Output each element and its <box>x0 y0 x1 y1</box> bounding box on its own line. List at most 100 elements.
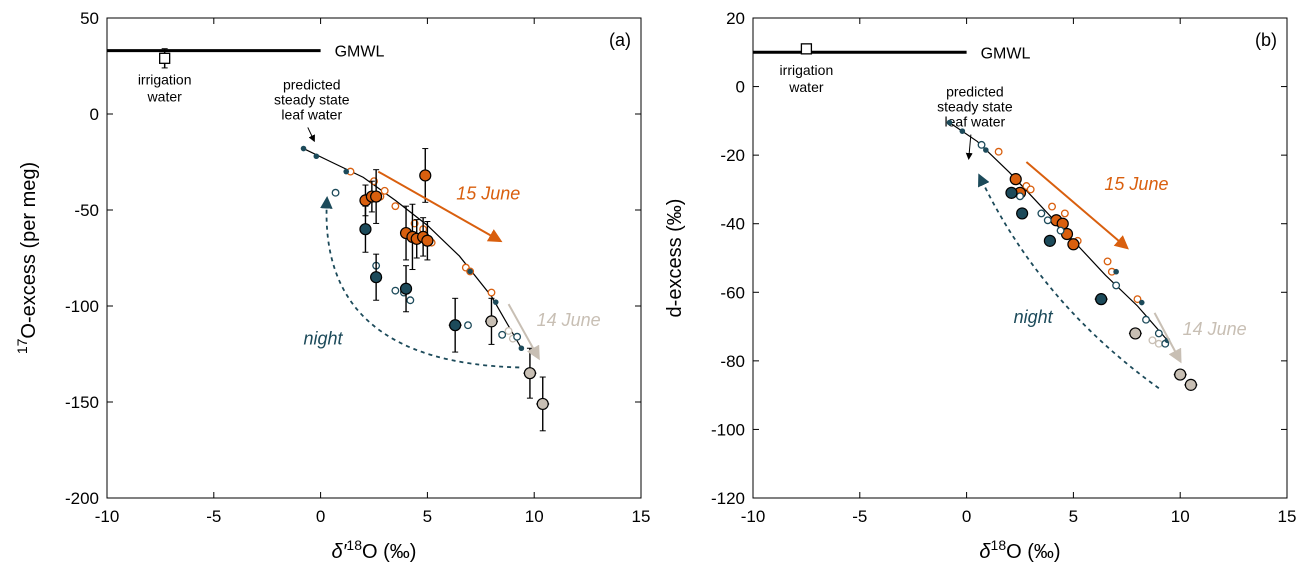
point-small <box>504 327 513 335</box>
model-point <box>946 119 953 126</box>
y-tick-label: 0 <box>736 78 745 97</box>
model-point <box>959 128 966 134</box>
y-axis-label: d-excess (‰) <box>664 199 686 318</box>
y-tick-label: -150 <box>65 393 99 412</box>
x-tick-label: -5 <box>206 507 221 526</box>
series-label-night: night <box>304 328 344 348</box>
steady-state-arrow <box>307 127 315 143</box>
panel-b: -10 -5 0 5 10 15 -120 -100 -80 -60 -40 -20 0 20 δ18O (… <box>664 9 1296 563</box>
y-tick-label: 20 <box>726 9 745 28</box>
model-point <box>1138 299 1145 306</box>
x-tick-label: 15 <box>1278 507 1297 526</box>
gmwl-label: GMWL <box>981 45 1031 62</box>
x-tick-label: 0 <box>962 507 971 526</box>
y-tick-label: -100 <box>65 297 99 316</box>
irrigation-label: water <box>147 88 183 104</box>
point-large <box>370 190 383 203</box>
irrigation-label: irrigation <box>780 62 834 78</box>
model-point <box>492 299 499 305</box>
model-point <box>1113 268 1119 275</box>
point-small <box>464 321 472 330</box>
point-small <box>1142 315 1150 324</box>
point-small <box>498 330 507 339</box>
y-tick-label: -200 <box>65 489 99 508</box>
x-tick-label: 5 <box>423 507 432 526</box>
model-point <box>467 268 473 275</box>
point-small <box>1026 185 1035 194</box>
point-small <box>406 296 415 305</box>
point-small <box>1154 339 1163 348</box>
panel-label: (b) <box>1255 30 1277 50</box>
model-point <box>313 153 320 160</box>
y-tick-label: -20 <box>720 146 745 165</box>
point-large <box>536 397 549 411</box>
y-tick-label: -100 <box>711 420 745 439</box>
point-small <box>1056 226 1065 235</box>
point-large <box>419 169 432 182</box>
point-large <box>359 223 372 236</box>
june15-arrow <box>1025 161 1129 250</box>
point-large <box>370 271 383 284</box>
plot-frame <box>752 17 1288 499</box>
point-small <box>513 332 522 341</box>
point-small <box>1148 336 1157 345</box>
point-large <box>1016 207 1029 220</box>
point-small <box>380 186 389 195</box>
steady-state-label: predicted <box>946 84 1004 100</box>
june15-arrow <box>377 170 503 243</box>
x-tick-label: -10 <box>95 507 120 526</box>
steady-state-label: predicted <box>283 76 341 92</box>
x-axis-label: δ′18O (‰) <box>332 537 417 563</box>
y-tick-label: -60 <box>720 283 745 302</box>
x-axis-label: δ18O (‰) <box>979 537 1060 563</box>
y-tick-label: 0 <box>90 105 99 124</box>
point-small <box>1060 209 1069 218</box>
series-label-14june: 14 June <box>1183 319 1247 339</box>
model-point <box>983 147 989 153</box>
point-small <box>1043 216 1052 225</box>
x-tick-label: 10 <box>1171 507 1190 526</box>
point-small <box>487 288 496 297</box>
night-arrow <box>978 173 1160 390</box>
june14-arrow <box>507 303 540 361</box>
point-small <box>994 147 1003 156</box>
model-point <box>343 168 350 175</box>
point-small <box>391 286 400 295</box>
x-tick-label: 5 <box>1069 507 1078 526</box>
x-tick-label: 0 <box>316 507 325 526</box>
point-large <box>523 367 537 380</box>
y-tick-label: -50 <box>74 201 99 220</box>
y-tick-label: -40 <box>720 215 745 234</box>
series-label-15june: 15 June <box>1104 174 1168 194</box>
irrigation-label: irrigation <box>138 71 192 87</box>
point-large <box>421 234 434 247</box>
point-large <box>1009 173 1022 186</box>
point-small <box>1103 257 1112 266</box>
point-large <box>1174 368 1187 381</box>
point-large <box>449 319 462 332</box>
point-small <box>391 202 400 211</box>
steady-state-label: steady state <box>937 99 1013 115</box>
point-small <box>1154 329 1163 338</box>
point-large <box>1043 234 1057 247</box>
night-arrow <box>320 195 520 369</box>
y-tick-label: 50 <box>80 9 99 28</box>
steady-state-arrow <box>965 134 973 160</box>
point-small <box>1133 295 1142 304</box>
x-tick-label: 15 <box>632 507 651 526</box>
model-curve <box>303 148 522 349</box>
x-tick-label: -10 <box>741 507 766 526</box>
y-tick-label: -80 <box>720 352 745 371</box>
point-small <box>1037 209 1046 218</box>
steady-state-label: steady state <box>274 91 350 107</box>
point-large <box>1129 327 1142 340</box>
steady-state-label: leaf water <box>281 106 342 122</box>
model-point <box>300 145 307 152</box>
point-small <box>331 188 340 197</box>
series-label-14june: 14 June <box>537 310 601 330</box>
point-large <box>1095 293 1108 306</box>
steady-state-label: leaf water <box>945 114 1006 130</box>
plot-frame <box>106 17 642 499</box>
